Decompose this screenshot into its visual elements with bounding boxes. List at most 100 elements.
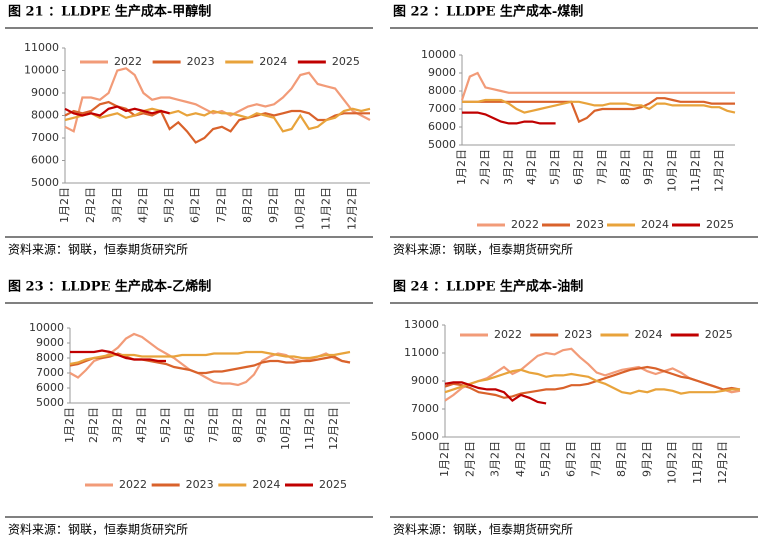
y-tick-label: 6000 xyxy=(36,381,64,394)
series-line xyxy=(444,381,547,405)
legend-label: 2025 xyxy=(706,218,734,231)
chart-title: 图 23 ：LLDPE 生产成本-乙烯制 xyxy=(8,279,211,295)
x-tick-label: 10月2日 xyxy=(293,187,306,230)
x-tick-label: 8月2日 xyxy=(241,187,254,223)
legend-label: 2025 xyxy=(705,328,733,341)
y-tick-label: 10000 xyxy=(421,48,456,61)
x-tick-label: 8月2日 xyxy=(615,441,628,477)
x-tick-label: 1月2日 xyxy=(438,441,451,477)
x-tick-label: 4月2日 xyxy=(136,187,149,223)
source: 资料来源：钢联，恒泰期货研究所 xyxy=(393,242,573,257)
x-tick-label: 12月2日 xyxy=(327,407,340,450)
series-line xyxy=(64,107,371,133)
legend-label: 2023 xyxy=(564,328,592,341)
source: 资料来源：钢联，恒泰期货研究所 xyxy=(393,522,573,537)
x-tick-label: 10月2日 xyxy=(666,149,679,192)
series-line xyxy=(69,352,351,375)
legend-label: 2022 xyxy=(119,478,147,491)
y-tick-label: 7000 xyxy=(31,131,59,144)
x-tick-label: 2月2日 xyxy=(84,187,97,223)
x-tick-label: 5月2日 xyxy=(539,441,552,477)
chart-title: 图 22 ：LLDPE 生产成本-煤制 xyxy=(393,4,583,20)
y-tick-label: 9000 xyxy=(411,374,439,387)
y-tick-label: 9000 xyxy=(36,336,64,349)
series-line xyxy=(444,365,741,399)
x-tick-label: 12月2日 xyxy=(716,441,729,484)
y-tick-label: 7000 xyxy=(428,102,456,115)
x-tick-label: 3月2日 xyxy=(502,149,515,185)
x-tick-label: 10月2日 xyxy=(279,407,292,450)
x-tick-label: 1月2日 xyxy=(455,149,468,185)
y-tick-label: 8000 xyxy=(36,351,64,364)
chart-title: 图 21 ：LLDPE 生产成本-甲醇制 xyxy=(8,4,211,20)
x-tick-label: 9月2日 xyxy=(640,441,653,477)
x-tick-label: 8月2日 xyxy=(231,407,244,443)
x-tick-label: 11月2日 xyxy=(689,149,702,192)
x-tick-label: 5月2日 xyxy=(163,187,176,223)
y-tick-label: 5000 xyxy=(36,396,64,409)
x-tick-label: 6月2日 xyxy=(572,149,585,185)
y-tick-label: 6000 xyxy=(428,120,456,133)
legend-label: 2025 xyxy=(332,55,360,68)
y-tick-label: 8000 xyxy=(428,84,456,97)
legend-label: 2023 xyxy=(576,218,604,231)
series-line xyxy=(64,105,170,117)
x-tick-label: 4月2日 xyxy=(514,441,527,477)
series-line xyxy=(462,111,556,125)
legend-label: 2022 xyxy=(114,55,142,68)
y-tick-label: 8000 xyxy=(31,109,59,122)
x-tick-label: 7月2日 xyxy=(207,407,220,443)
series-line xyxy=(462,98,736,114)
series-line xyxy=(69,332,351,387)
series-line xyxy=(70,349,166,363)
legend-label: 2022 xyxy=(511,218,539,231)
legend-label: 2024 xyxy=(634,328,662,341)
y-tick-label: 7000 xyxy=(36,366,64,379)
x-tick-label: 3月2日 xyxy=(111,407,124,443)
y-tick-label: 5000 xyxy=(31,176,59,189)
legend-label: 2023 xyxy=(186,478,214,491)
x-tick-label: 7月2日 xyxy=(595,149,608,185)
x-tick-label: 10月2日 xyxy=(666,441,679,484)
series-line xyxy=(460,71,735,101)
legend-label: 2023 xyxy=(187,55,215,68)
x-tick-label: 8月2日 xyxy=(619,149,632,185)
x-tick-label: 2月2日 xyxy=(478,149,491,185)
x-tick-label: 7月2日 xyxy=(215,187,228,223)
legend-label: 2024 xyxy=(252,478,280,491)
x-tick-label: 1月2日 xyxy=(63,407,76,443)
series-line xyxy=(444,368,740,395)
y-tick-label: 9000 xyxy=(31,86,59,99)
y-tick-label: 11000 xyxy=(404,346,439,359)
legend-label: 2024 xyxy=(641,218,669,231)
x-tick-label: 3月2日 xyxy=(489,441,502,477)
x-tick-label: 3月2日 xyxy=(110,187,123,223)
x-tick-label: 5月2日 xyxy=(549,149,562,185)
x-tick-label: 9月2日 xyxy=(255,407,268,443)
legend-label: 2025 xyxy=(319,478,347,491)
y-tick-label: 6000 xyxy=(31,154,59,167)
y-tick-label: 10000 xyxy=(24,64,59,77)
x-tick-label: 11月2日 xyxy=(691,441,704,484)
x-tick-label: 2月2日 xyxy=(87,407,100,443)
legend-label: 2024 xyxy=(259,55,287,68)
source: 资料来源：钢联，恒泰期货研究所 xyxy=(8,522,188,537)
x-tick-label: 2月2日 xyxy=(463,441,476,477)
legend-label: 2022 xyxy=(494,328,522,341)
x-tick-label: 6月2日 xyxy=(183,407,196,443)
source: 资料来源：钢联，恒泰期货研究所 xyxy=(8,242,188,257)
y-tick-label: 9000 xyxy=(428,66,456,79)
x-tick-label: 4月2日 xyxy=(135,407,148,443)
x-tick-label: 9月2日 xyxy=(267,187,280,223)
x-tick-label: 12月2日 xyxy=(346,187,359,230)
chart-title: 图 24 ：LLDPE 生产成本-油制 xyxy=(393,279,583,295)
x-tick-label: 7月2日 xyxy=(590,441,603,477)
y-tick-label: 5000 xyxy=(428,138,456,151)
y-tick-label: 13000 xyxy=(404,318,439,331)
x-tick-label: 1月2日 xyxy=(58,187,71,223)
x-tick-label: 5月2日 xyxy=(159,407,172,443)
x-tick-label: 11月2日 xyxy=(303,407,316,450)
y-tick-label: 10000 xyxy=(29,321,64,334)
x-tick-label: 4月2日 xyxy=(525,149,538,185)
